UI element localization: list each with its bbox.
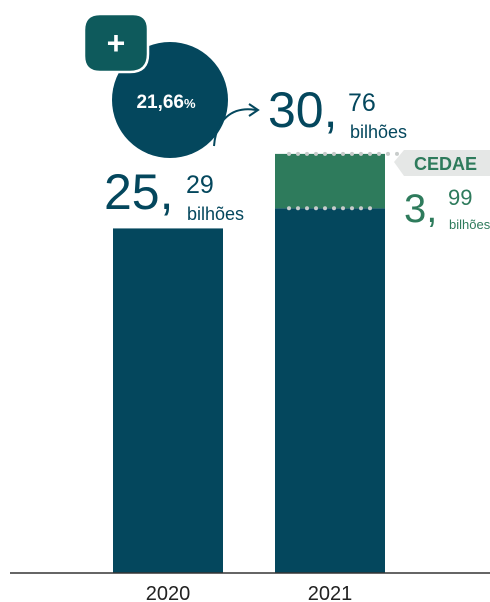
cedae-value-unit: bilhões	[449, 217, 490, 232]
bar-2021-base	[275, 208, 385, 574]
arrow-head-icon	[248, 103, 260, 117]
cedae-label: CEDAE	[414, 154, 477, 174]
cedae-callout: CEDAE 3, 99 bilhões	[394, 150, 490, 232]
growth-arrow	[213, 108, 257, 147]
value-2021-unit: bilhões	[350, 122, 407, 142]
growth-badge: + 21,66%	[82, 12, 228, 158]
value-2020-dec: 29	[186, 171, 214, 199]
cedae-value-int: 3,	[404, 187, 437, 231]
value-label-2020: 25, 29 bilhões	[104, 164, 244, 224]
cedae-tag	[394, 150, 490, 176]
x-tick-2020: 2020	[146, 583, 191, 602]
value-2021-int: 30,	[268, 82, 338, 138]
growth-circle	[112, 42, 228, 158]
cedae-value-dec: 99	[448, 185, 472, 210]
plus-sign: +	[107, 25, 126, 61]
value-2020-unit: bilhões	[187, 204, 244, 224]
value-2020-int: 25,	[104, 164, 174, 220]
growth-value: 21,66%	[136, 92, 196, 113]
value-2021-dec: 76	[348, 89, 376, 117]
plus-tab	[82, 12, 150, 74]
x-tick-2021: 2021	[308, 583, 353, 602]
value-label-2021: 30, 76 bilhões	[268, 82, 407, 142]
bar-2021-cedae-segment	[275, 153, 385, 209]
bar-2020	[113, 228, 223, 573]
